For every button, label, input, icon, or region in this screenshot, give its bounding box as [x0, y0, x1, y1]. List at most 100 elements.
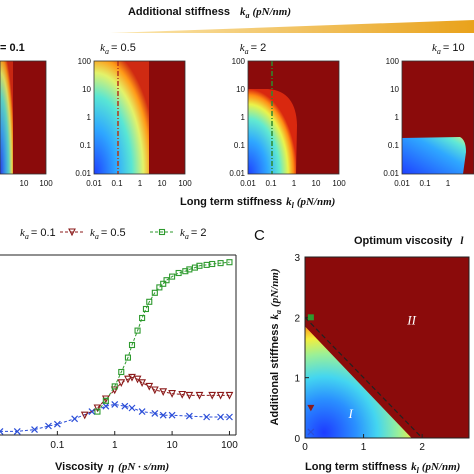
- x-tick-labels: 0.01 0.1 1 10 100: [86, 179, 192, 188]
- data-point: [102, 397, 109, 404]
- boundary-line: [304, 316, 423, 439]
- svg-text:0.1: 0.1: [234, 141, 246, 150]
- data-point: [111, 400, 119, 408]
- data-point: [138, 408, 146, 416]
- svg-text:100: 100: [232, 57, 246, 66]
- x-tick-label: 0: [302, 442, 308, 453]
- region-label: II: [406, 313, 416, 328]
- x-tick-labels: 0.01 0.1 1: [394, 179, 451, 188]
- heatmap-subplot: ka = 10 100 10 1 0.1 0.01 0.01 0.1 1: [383, 42, 474, 188]
- series-square: [94, 259, 233, 415]
- region-i-fill: [305, 326, 412, 438]
- marker-square: [307, 314, 314, 321]
- svg-text:0.01: 0.01: [229, 169, 245, 178]
- svg-text:0.01: 0.01: [86, 179, 102, 188]
- data-point: [159, 411, 167, 419]
- heatmap-subplot: ka = 0.5 100 10 1 0.1 0.01 0.01 0.1 1 10 …: [75, 42, 192, 188]
- data-point: [45, 422, 52, 430]
- data-point: [203, 261, 210, 268]
- svg-text:10: 10: [390, 85, 399, 94]
- data-point: [156, 284, 163, 291]
- data-point: [216, 391, 225, 400]
- panel-c-x-axis-label: Long term stiffness kl (pN/nm): [305, 461, 460, 474]
- svg-text:100: 100: [39, 179, 53, 188]
- svg-text:0.1: 0.1: [388, 141, 400, 150]
- svg-text:10: 10: [82, 85, 91, 94]
- data-point: [124, 354, 132, 361]
- x-tick-label: 2: [419, 442, 425, 453]
- data-point: [217, 260, 224, 267]
- data-point: [226, 413, 233, 421]
- data-point: [168, 411, 176, 419]
- data-point: [31, 426, 38, 434]
- data-point: [151, 289, 158, 296]
- data-point: [138, 379, 146, 388]
- data-point: [226, 259, 233, 266]
- svg-text:0.1: 0.1: [419, 179, 431, 188]
- legend-label: ka = 0.1: [20, 227, 56, 241]
- svg-text:1: 1: [87, 113, 92, 122]
- data-point: [133, 375, 142, 384]
- data-point: [208, 391, 217, 400]
- data-point: [182, 268, 189, 275]
- data-point: [128, 404, 136, 412]
- data-point: [209, 260, 216, 268]
- svg-text:100: 100: [332, 179, 346, 188]
- panel-a-x-axis-label: Long term stiffness kl (pN/nm): [180, 196, 335, 210]
- data-point: [225, 391, 234, 400]
- data-point: [117, 379, 126, 388]
- data-point: [142, 305, 149, 313]
- legend-label: ka = 2: [180, 227, 207, 241]
- x-tick-label: 1: [112, 440, 118, 451]
- subplot-title: ka = 2: [240, 42, 267, 56]
- data-point: [111, 383, 118, 390]
- subplot-title: = 0.1: [0, 42, 25, 54]
- svg-text:0.01: 0.01: [240, 179, 256, 188]
- data-point: [128, 373, 136, 382]
- panel-c-y-axis-label: Additional stiffnesska(pN/nm): [269, 268, 283, 425]
- panel-letter-c: C: [254, 227, 265, 244]
- series-line: [84, 376, 230, 416]
- svg-text:100: 100: [78, 57, 92, 66]
- stiffness-wedge: [110, 20, 474, 33]
- svg-text:0.1: 0.1: [265, 179, 277, 188]
- series-x: [0, 400, 233, 435]
- marker-x: [307, 428, 315, 436]
- x-tick-label: 1: [361, 442, 367, 453]
- panel-c-title: Optimum viscosity l: [354, 235, 464, 247]
- header: Additional stiffness ka (pN/nm): [110, 6, 474, 33]
- svg-text:1: 1: [138, 179, 143, 188]
- data-point: [217, 413, 225, 421]
- header-title: Additional stiffness: [128, 6, 230, 18]
- svg-text:1: 1: [395, 113, 400, 122]
- data-point: [94, 408, 101, 415]
- legend-marker: [158, 228, 166, 236]
- svg-text:0.01: 0.01: [75, 169, 91, 178]
- series-line: [97, 261, 230, 412]
- data-point: [121, 402, 129, 410]
- data-point: [124, 375, 132, 384]
- subplot-title: ka = 0.5: [100, 42, 136, 56]
- data-point: [139, 314, 146, 322]
- x-tick-labels: 0.01 0.1 1 10 100: [240, 179, 346, 188]
- heatmap-subplot: = 0.1 10 100: [0, 42, 53, 188]
- data-point: [146, 298, 153, 305]
- svg-text:1: 1: [241, 113, 246, 122]
- panel-b-line-chart: ka = 0.1 ka = 0.5 ka = 2 0.1 1 10 100 Viscosity η…: [0, 227, 238, 473]
- svg-text:100: 100: [386, 57, 400, 66]
- data-point: [163, 277, 170, 284]
- panel-b-x-axis-label: Viscosity η (pN · s/nm): [55, 461, 169, 473]
- data-point: [145, 382, 154, 391]
- data-point: [195, 391, 204, 400]
- data-point: [93, 404, 102, 413]
- data-point: [196, 262, 203, 269]
- series-triangle: [80, 373, 234, 420]
- data-point: [118, 368, 125, 376]
- svg-text:10: 10: [312, 179, 321, 188]
- svg-text:0.1: 0.1: [111, 179, 123, 188]
- axes: 0.1 1 10 100: [0, 254, 238, 451]
- data-point: [186, 266, 193, 273]
- data-point: [13, 427, 21, 435]
